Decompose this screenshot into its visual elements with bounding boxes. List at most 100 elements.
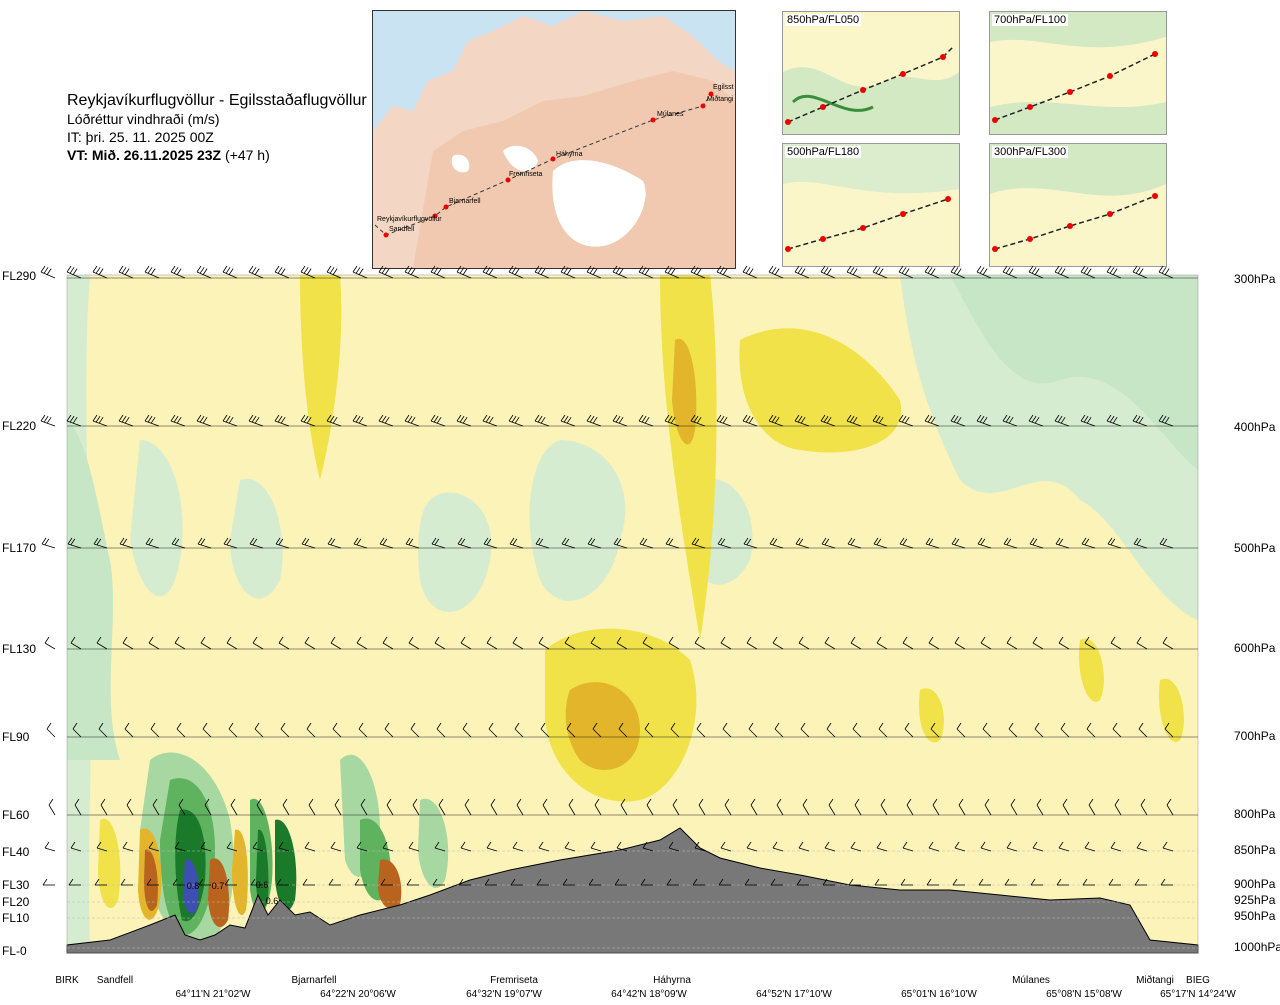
wind-barb: [928, 841, 940, 852]
wind-barb: [228, 722, 238, 738]
wind-barb: [1158, 414, 1174, 427]
wind-barb: [144, 265, 160, 279]
wind-barb: [460, 636, 472, 650]
level-label-fl170: FL170: [2, 541, 37, 555]
wind-barb: [516, 798, 524, 816]
level-label-950hpa: 950hPa: [1234, 909, 1276, 923]
thumbnail-700hpa-label: 700hPa/FL100: [992, 14, 1069, 26]
wind-barb: [327, 537, 342, 549]
wind-barb: [275, 537, 290, 549]
wind-barb: [1107, 537, 1122, 549]
wind-barb: [122, 841, 134, 852]
wind-barb: [1055, 537, 1070, 549]
wind-barb: [1110, 636, 1122, 650]
level-label-925hpa: 925hPa: [1234, 893, 1276, 907]
wind-barb: [408, 841, 420, 852]
wind-barb: [40, 265, 56, 279]
wind-barb: [334, 798, 342, 816]
wind-barb: [1110, 841, 1122, 852]
wind-barb: [358, 722, 368, 738]
wind-barb: [561, 537, 576, 549]
wind-barb: [430, 265, 446, 279]
wind-barb: [639, 537, 654, 549]
wind-barb: [770, 878, 783, 886]
level-label-fl0: FL-0: [2, 944, 27, 958]
wind-barb: [356, 636, 368, 650]
wind-barb: [46, 722, 56, 738]
wind-barb: [898, 414, 914, 427]
wind-barb: [612, 265, 628, 279]
wind-barb: [514, 722, 524, 738]
wind-barb: [1080, 414, 1096, 427]
wind-barb: [457, 537, 472, 549]
wind-barb: [282, 798, 290, 816]
wind-barb: [900, 878, 913, 886]
wind-barb: [616, 636, 628, 650]
wind-barb: [720, 636, 732, 650]
level-label-300hpa: 300hPa: [1234, 272, 1276, 286]
wind-barb: [430, 414, 446, 427]
issue-time: IT: þri. 25. 11. 2025 00Z: [67, 129, 214, 145]
wind-barb: [534, 414, 550, 427]
wind-barb: [152, 798, 160, 816]
wind-barb: [876, 636, 888, 650]
wind-barb: [278, 636, 290, 650]
wind-barb: [1162, 636, 1174, 650]
wind-barb: [846, 265, 862, 279]
x-label-hahyrna: Háhyrna: [653, 975, 691, 986]
wind-barb: [174, 841, 186, 852]
chart-title-block: Reykjavíkurflugvöllur - Egilsstaðaflugvö…: [67, 92, 367, 164]
wind-barb: [560, 265, 576, 279]
thumbnail-500hpa[interactable]: 500hPa/FL180: [782, 143, 960, 267]
wind-barb: [353, 537, 368, 549]
wind-barb: [795, 537, 810, 549]
wind-barb: [716, 414, 732, 427]
wind-barb: [44, 841, 56, 852]
wind-barb: [118, 414, 134, 427]
wind-barb: [1134, 878, 1147, 886]
x-coord-3: 64°32'N 19°07'W: [466, 989, 542, 1000]
wind-barb: [512, 841, 524, 852]
wind-barb: [222, 265, 238, 279]
thumbnail-300hpa[interactable]: 300hPa/FL300: [989, 143, 1167, 267]
wind-barb: [66, 414, 82, 427]
wind-barb: [772, 636, 784, 650]
wind-barb: [716, 265, 732, 279]
wind-barb: [408, 636, 420, 650]
wind-barb: [850, 841, 862, 852]
x-label-sandfell: Sandfell: [96, 975, 134, 986]
wind-barb: [352, 414, 368, 427]
wind-barb: [1108, 878, 1121, 886]
wind-barb: [92, 265, 108, 279]
thumbnail-700hpa[interactable]: 700hPa/FL100: [989, 11, 1167, 135]
wind-barb: [1136, 636, 1148, 650]
wind-barb: [638, 414, 654, 427]
wind-barb: [384, 722, 394, 738]
route-title: Reykjavíkurflugvöllur - Egilsstaðaflugvö…: [67, 92, 367, 109]
wind-barb: [508, 265, 524, 279]
terrain-profile: [66, 827, 1199, 954]
wind-barb: [100, 798, 108, 816]
wind-barb: [976, 414, 992, 427]
map-label-hahyrna: Háhyrna: [556, 151, 583, 158]
level-label-fl290: FL290: [2, 269, 37, 283]
wind-barb: [822, 878, 835, 886]
wind-barb: [122, 636, 134, 650]
wind-barb: [1114, 798, 1122, 816]
wind-barb: [950, 265, 966, 279]
wind-barb: [566, 722, 576, 738]
thumbnail-850hpa[interactable]: 850hPa/FL050: [782, 11, 960, 135]
wind-barb: [694, 636, 706, 650]
wind-barb: [848, 878, 861, 886]
wind-barb: [930, 722, 940, 738]
wind-barb: [724, 798, 732, 816]
wind-barb: [618, 722, 628, 738]
wind-barb: [620, 798, 628, 816]
wind-barb: [510, 878, 523, 886]
thumbnail-500hpa-label: 500hPa/FL180: [785, 146, 862, 158]
map-label-egilsstadir: Egilsst: [713, 84, 734, 91]
thumbnail-300hpa-label: 300hPa/FL300: [992, 146, 1069, 158]
thumbnail-500hpa-field: [783, 144, 959, 266]
wind-barbs: [40, 265, 1174, 886]
wind-barb: [93, 537, 108, 549]
